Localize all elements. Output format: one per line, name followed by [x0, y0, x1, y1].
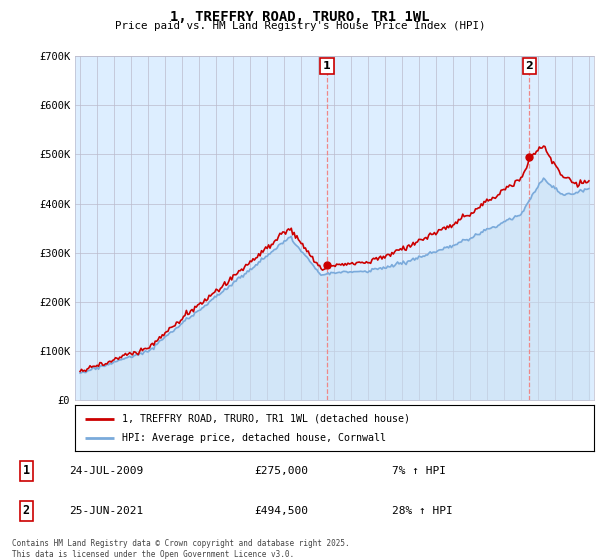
Text: 2: 2 — [526, 61, 533, 71]
Text: 1, TREFFRY ROAD, TRURO, TR1 1WL (detached house): 1, TREFFRY ROAD, TRURO, TR1 1WL (detache… — [122, 414, 410, 424]
Text: 1: 1 — [23, 464, 30, 478]
Text: £275,000: £275,000 — [254, 466, 308, 476]
Text: 7% ↑ HPI: 7% ↑ HPI — [392, 466, 446, 476]
Text: Price paid vs. HM Land Registry's House Price Index (HPI): Price paid vs. HM Land Registry's House … — [115, 21, 485, 31]
Text: 1, TREFFRY ROAD, TRURO, TR1 1WL: 1, TREFFRY ROAD, TRURO, TR1 1WL — [170, 10, 430, 24]
Text: HPI: Average price, detached house, Cornwall: HPI: Average price, detached house, Corn… — [122, 433, 386, 443]
Text: 24-JUL-2009: 24-JUL-2009 — [70, 466, 144, 476]
Text: 28% ↑ HPI: 28% ↑ HPI — [392, 506, 453, 516]
Text: 1: 1 — [323, 61, 331, 71]
Text: Contains HM Land Registry data © Crown copyright and database right 2025.
This d: Contains HM Land Registry data © Crown c… — [12, 539, 350, 559]
Text: 2: 2 — [23, 505, 30, 517]
Text: £494,500: £494,500 — [254, 506, 308, 516]
Text: 25-JUN-2021: 25-JUN-2021 — [70, 506, 144, 516]
